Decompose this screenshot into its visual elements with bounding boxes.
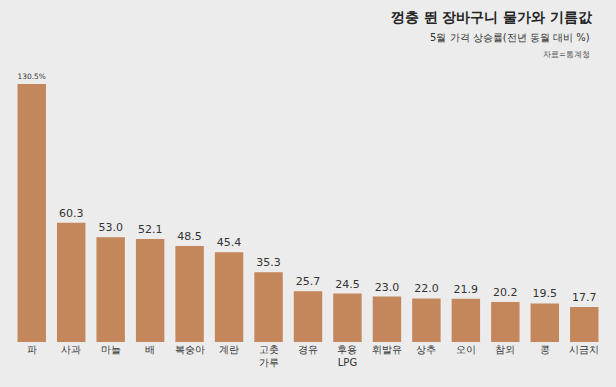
svg-text:계란: 계란 <box>219 344 239 355</box>
svg-text:130.5%: 130.5% <box>18 72 46 81</box>
svg-text:껑충 뛴 장바구니 물가와 기름값: 껑충 뛴 장바구니 물가와 기름값 <box>391 9 593 25</box>
svg-text:35.3: 35.3 <box>256 256 281 269</box>
svg-text:19.5: 19.5 <box>533 287 558 300</box>
svg-text:오이: 오이 <box>456 344 476 355</box>
svg-text:경유: 경유 <box>298 344 318 355</box>
svg-text:후용LPG: 후용LPG <box>337 344 357 368</box>
svg-text:45.4: 45.4 <box>217 236 242 249</box>
svg-text:20.2: 20.2 <box>493 286 517 299</box>
svg-text:파: 파 <box>27 344 37 355</box>
svg-text:60.3: 60.3 <box>59 207 83 220</box>
svg-text:상추: 상추 <box>416 344 436 355</box>
svg-text:자료=통계청: 자료=통계청 <box>543 50 590 59</box>
svg-text:5월 가격 상승률(전년 동월 대비 %): 5월 가격 상승률(전년 동월 대비 %) <box>430 32 590 43</box>
svg-text:25.7: 25.7 <box>296 275 321 288</box>
svg-text:복숭아: 복숭아 <box>175 344 205 355</box>
svg-text:배: 배 <box>145 344 155 355</box>
svg-text:사과: 사과 <box>61 344 81 355</box>
svg-text:17.7: 17.7 <box>572 291 597 304</box>
svg-text:23.0: 23.0 <box>375 281 400 294</box>
svg-text:참외: 참외 <box>495 344 515 355</box>
svg-text:시금치: 시금치 <box>569 344 599 355</box>
svg-text:22.0: 22.0 <box>414 282 439 295</box>
svg-text:24.5: 24.5 <box>335 278 360 291</box>
svg-text:고춧가루: 고춧가루 <box>259 344 279 368</box>
svg-text:48.5: 48.5 <box>177 230 202 243</box>
svg-text:21.9: 21.9 <box>454 283 479 296</box>
svg-text:53.0: 53.0 <box>98 221 123 234</box>
svg-text:콩: 콩 <box>540 344 550 355</box>
svg-text:휘발유: 휘발유 <box>372 344 402 355</box>
svg-text:마늘: 마늘 <box>101 344 121 355</box>
svg-text:52.1: 52.1 <box>138 223 163 236</box>
